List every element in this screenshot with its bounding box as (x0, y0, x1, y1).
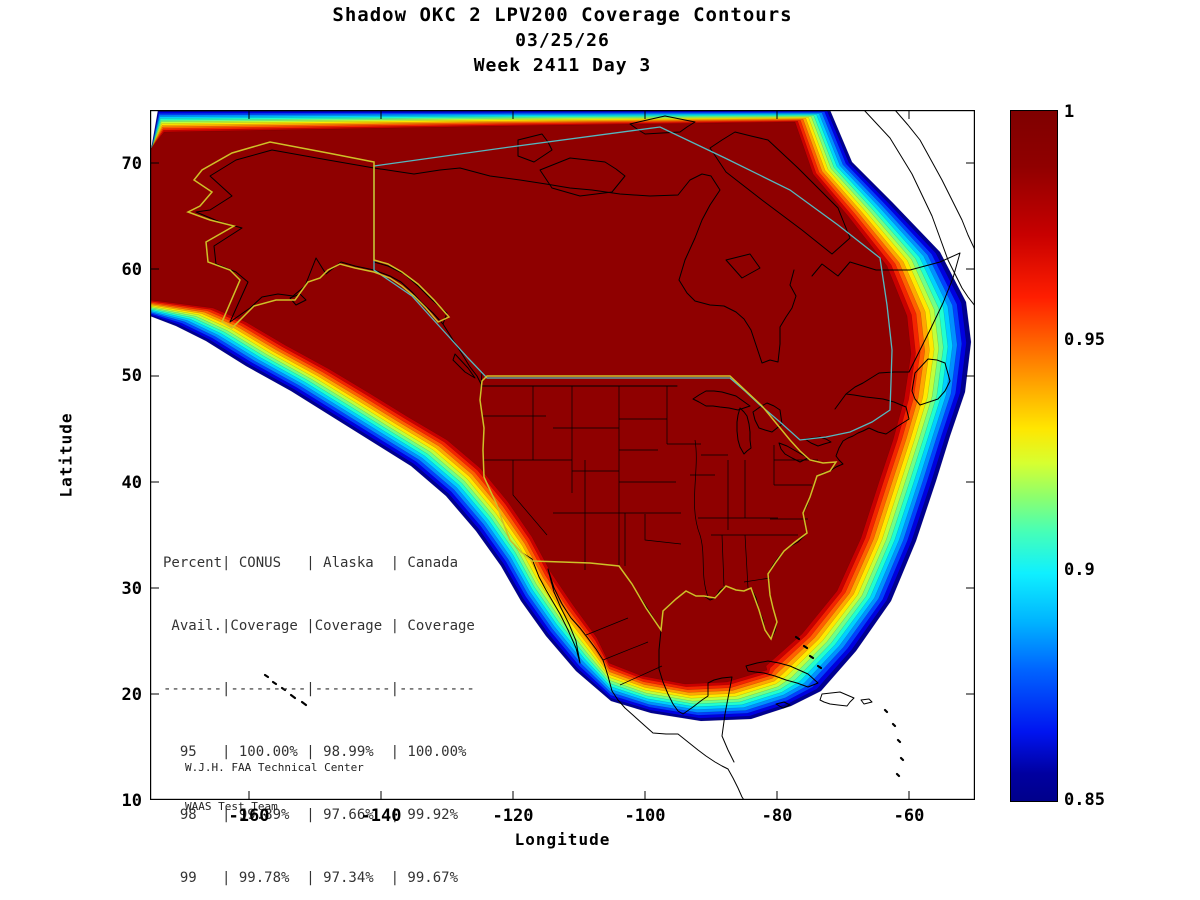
table-header-row: Percent| CONUS | Alaska | Canada (163, 555, 459, 571)
y-tick-label-10: 10 (121, 791, 142, 811)
title-line-2: 03/25/26 (515, 30, 610, 51)
banks-island (517, 133, 553, 163)
labrador-coastline (811, 252, 961, 373)
x-tick-label-n100: -100 (624, 806, 666, 826)
axis-tick-marks (150, 110, 975, 800)
y-tick-label-20: 20 (121, 685, 142, 705)
greenland-inner-coastline (894, 110, 975, 251)
alaska-service-volume-boundary (186, 141, 451, 329)
lake-michigan (736, 407, 752, 455)
x-axis-title: Longitude (514, 830, 611, 849)
table-row: 95 | 100.00% | 98.99% | 100.00% (163, 744, 467, 760)
attribution-text: W.J.H. FAA Technical Center WAAS Test Te… (185, 735, 364, 839)
title-line-1: Shadow OKC 2 LPV200 Coverage Contours (332, 4, 793, 26)
jamaica-island (775, 701, 791, 709)
hawaii-islands (263, 673, 308, 707)
gulf-of-mexico-yucatan-coastline (658, 629, 735, 763)
colorbar-tick-1: 1 (1064, 102, 1075, 122)
bahamas-islands (794, 635, 823, 670)
arctic-top-islands (629, 115, 696, 135)
canada-service-volume-boundary (373, 126, 893, 441)
lesser-antilles-islands (883, 708, 905, 778)
conus-service-volume-boundary (479, 375, 838, 641)
table-row: 98 | 99.89% | 97.66% | 99.92% (163, 807, 459, 823)
y-tick-label-40: 40 (121, 473, 142, 493)
contour-map-svg (150, 110, 975, 800)
greenland-west-coastline (863, 110, 975, 307)
figure-title: Shadow OKC 2 LPV200 Coverage Contours 03… (150, 2, 975, 78)
newfoundland-island (911, 358, 951, 406)
x-tick-label-n140: -140 (360, 806, 402, 826)
arctic-mainland-coastline (373, 167, 721, 281)
victoria-island (539, 157, 626, 197)
y-tick-label-60: 60 (121, 260, 142, 280)
mexico-state-boundaries (585, 617, 663, 686)
lake-superior (692, 390, 751, 411)
canada-atlantic-coastline (834, 371, 910, 435)
x-tick-label-n80: -80 (761, 806, 793, 826)
colorbar-tick-085: 0.85 (1064, 790, 1105, 810)
southampton-island (725, 253, 761, 279)
bc-coastline (442, 323, 483, 387)
x-tick-label-n120: -120 (492, 806, 534, 826)
table-row: 99 | 99.78% | 97.34% | 99.67% (163, 870, 459, 886)
attribution-line-2: WAAS Test Team (185, 800, 278, 813)
colorbar (1010, 110, 1058, 802)
colorbar-tick-095: 0.95 (1064, 330, 1105, 350)
baffin-island (709, 131, 851, 255)
contour-map-plot: Percent| CONUS | Alaska | Canada Avail.|… (150, 110, 975, 886)
y-axis-title: Latitude (56, 412, 76, 498)
coverage-statistics-table: Percent| CONUS | Alaska | Canada Avail.|… (163, 511, 475, 900)
x-tick-label-n60: -60 (893, 806, 925, 826)
x-tick-label-n160: -160 (228, 806, 270, 826)
table-divider: -------|---------|---------|--------- (163, 681, 475, 697)
title-line-3: Week 2411 Day 3 (473, 55, 652, 76)
hispaniola-island (819, 691, 855, 707)
table-header-row: Avail.|Coverage |Coverage | Coverage (163, 618, 475, 634)
attribution-line-1: W.J.H. FAA Technical Center (185, 761, 364, 774)
kodiak-island (289, 293, 307, 306)
y-tick-label-50: 50 (121, 366, 142, 386)
cuba-coastline (745, 660, 819, 688)
colorbar-tick-09: 0.9 (1064, 560, 1095, 580)
hudson-bay-coastline (678, 269, 797, 364)
us-state-boundaries (483, 386, 818, 598)
vancouver-island (452, 353, 476, 379)
y-tick-label-70: 70 (121, 154, 142, 174)
y-tick-label-30: 30 (121, 579, 142, 599)
puerto-rico-island (860, 698, 873, 705)
plot-border (150, 110, 975, 800)
